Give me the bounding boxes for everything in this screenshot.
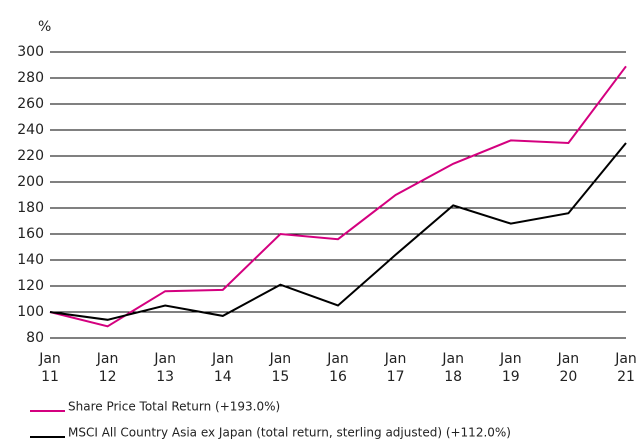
legend-label: MSCI All Country Asia ex Japan (total re… (68, 426, 511, 440)
y-tick-label: 280 (17, 70, 44, 86)
legend-label: Share Price Total Return (+193.0%) (68, 400, 280, 414)
y-tick-label: 160 (17, 226, 44, 242)
series-line (49, 142, 627, 321)
y-tick-label: 240 (17, 122, 44, 138)
x-tick-label: Jan 17 (384, 351, 407, 385)
x-tick-label: Jan 12 (96, 351, 119, 385)
x-tick-label: Jan 13 (154, 351, 176, 385)
x-tick-label: Jan 21 (615, 351, 637, 385)
y-tick-label: 180 (17, 200, 44, 216)
y-tick-label: 200 (17, 174, 44, 190)
y-tick-label: 100 (17, 304, 44, 320)
y-tick-label: 260 (17, 96, 44, 112)
x-tick-label: Jan 16 (327, 351, 349, 385)
y-tick-label: 220 (17, 148, 44, 164)
x-tick-label: Jan 11 (39, 351, 61, 385)
y-tick-label: 140 (17, 252, 44, 268)
y-tick-label: 300 (17, 44, 44, 60)
y-axis-label: % (38, 19, 51, 35)
y-tick-label: 120 (17, 278, 44, 294)
x-tick-label: Jan 20 (557, 351, 580, 385)
x-tick-label: Jan 19 (500, 351, 522, 385)
x-tick-label: Jan 15 (269, 351, 292, 385)
x-tick-label: Jan 14 (212, 351, 234, 385)
series-line (49, 65, 627, 328)
y-tick-label: 80 (26, 330, 44, 346)
x-tick-label: Jan 18 (442, 351, 464, 385)
